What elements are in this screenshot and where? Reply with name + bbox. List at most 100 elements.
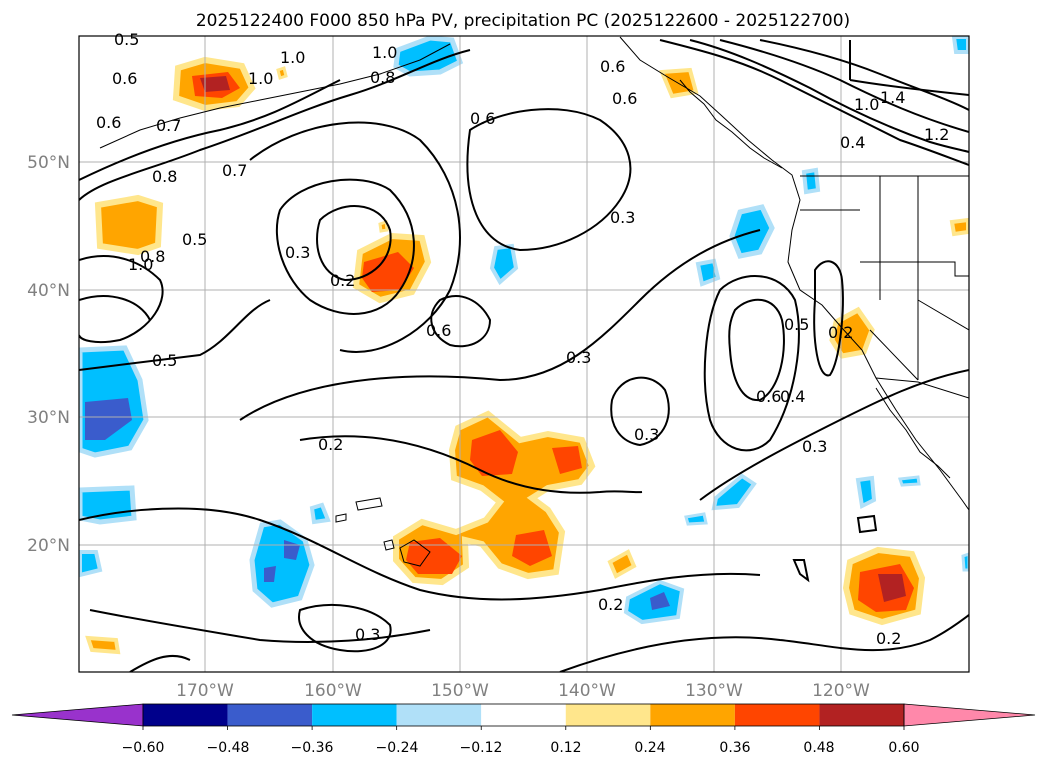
pv-contour (249, 121, 461, 353)
pv-contour (79, 295, 151, 321)
pv-contour (89, 609, 431, 643)
precip-blob-neg (961, 552, 969, 572)
colorbar-segment (396, 704, 482, 726)
border-us-mexico (875, 377, 969, 399)
lon-label: 170°W (176, 681, 234, 701)
contour-label: 0.5 (182, 230, 207, 249)
contour-label: 0.3 (355, 625, 380, 644)
pv-contour (275, 178, 415, 315)
precip-blob-pos-core (552, 446, 582, 474)
contour-label: 0.6 (426, 321, 451, 340)
lon-label: 140°W (558, 681, 616, 701)
hawaii-island (355, 497, 383, 511)
pv-contour (79, 255, 164, 344)
pv-contour (699, 369, 969, 501)
contour-labels: 0.5 0.6 1.0 1.0 1.0 0.8 0.6 0.7 0.6 0.6 … (96, 30, 949, 648)
pv-contour (728, 298, 785, 402)
longitude-labels: 170°W 160°W 150°W 140°W 130°W 120°W (176, 681, 870, 701)
colorbar-tick-label: −0.48 (207, 740, 250, 756)
pv-contour (79, 79, 341, 181)
lat-label: 40°N (27, 281, 70, 301)
contour-label: 0.7 (222, 161, 247, 180)
contour-label: 0.6 (112, 69, 137, 88)
colorbar-segment (312, 704, 397, 726)
lon-label: 130°W (685, 681, 743, 701)
hawaii-island (383, 539, 395, 551)
colorbar-extend-high (903, 703, 1036, 727)
contour-label: 0.2 (318, 435, 343, 454)
coastlines (99, 36, 969, 567)
contour-label: 1.0 (372, 43, 397, 62)
precip-negative-regions (79, 36, 969, 625)
precip-blob-neg (249, 519, 315, 608)
map-frame (78, 35, 970, 673)
contour-label: 0.2 (876, 629, 901, 648)
pv-contour (759, 39, 969, 111)
colorbar-tick-label: −0.12 (460, 740, 503, 756)
precip-blob-pos (94, 194, 164, 256)
colorbar-segment (734, 704, 820, 726)
colorbar-outline (142, 703, 905, 727)
contour-label: 0.5 (152, 351, 177, 370)
coast-islands-bc (679, 79, 783, 169)
precip-blob-pos (85, 635, 121, 655)
precip-blob-neg (801, 167, 821, 195)
pv-contour (719, 39, 969, 133)
precip-blob-pos (378, 219, 389, 233)
precip-blob-pos-core (470, 430, 518, 476)
lon-label: 150°W (431, 681, 489, 701)
precip-blob-neg (897, 475, 921, 487)
pv-contour (849, 40, 969, 96)
colorbar-tick-label: 0.60 (888, 740, 919, 756)
precip-blob-pos-core (878, 574, 906, 602)
precip-blob-neg (855, 475, 877, 510)
contour-label: 0.8 (370, 68, 395, 87)
pv-contour (299, 435, 643, 494)
lat-label: 50°N (27, 153, 70, 173)
precip-blob-pos-core (362, 252, 414, 292)
colorbar-segment (227, 704, 313, 726)
contour-label: 1.2 (924, 125, 949, 144)
contour-label: 0.2 (330, 271, 355, 290)
precip-blob-neg (309, 502, 331, 525)
precip-blob-neg-core (85, 398, 132, 440)
pv-contour (316, 205, 392, 282)
pv-contour (659, 39, 969, 166)
colorbar-segment (650, 704, 735, 726)
colorbar-tick-label: 0.36 (719, 740, 750, 756)
colorbar-segment (819, 704, 904, 726)
colorbar-tick-label: 0.12 (550, 740, 581, 756)
contour-label: 0.3 (802, 437, 827, 456)
colorbar-tick-label: 0.48 (803, 740, 834, 756)
colorbar-tick-labels: −0.60 −0.48 −0.36 −0.24 −0.12 0.12 0.24 … (122, 740, 920, 756)
contour-label: 0.5 (114, 30, 139, 49)
precip-blob-pos (276, 66, 288, 80)
coastline-north-america (619, 36, 969, 511)
pv-contour (79, 49, 471, 201)
contour-label: 0.6 (756, 387, 781, 406)
contour-label: 0.6 (470, 109, 495, 128)
pv-contour (298, 604, 392, 653)
pv-contour (79, 299, 271, 371)
precip-blob-pos (607, 549, 637, 579)
contour-label: 0.6 (600, 57, 625, 76)
contour-label: 0.3 (634, 425, 659, 444)
contour-label: 1.0 (128, 255, 153, 274)
contour-label: 0.6 (612, 89, 637, 108)
precip-blob-neg (684, 512, 708, 526)
pv-contour (610, 376, 670, 447)
contour-label: 0.2 (828, 323, 853, 342)
hawaii-island (335, 513, 347, 523)
contour-label: 0.4 (840, 133, 865, 152)
latitude-labels: 50°N 40°N 30°N 20°N (27, 153, 70, 556)
contour-label: 0.7 (156, 116, 181, 135)
pv-contours (79, 39, 969, 672)
lon-label: 160°W (304, 681, 362, 701)
colorbar-segment (481, 704, 566, 726)
contour-label: 0.3 (610, 208, 635, 227)
contour-label: 1.0 (248, 69, 273, 88)
colorbar-tick-label: −0.60 (122, 740, 165, 756)
contour-label: 0.6 (96, 113, 121, 132)
colorbar-tick-label: 0.24 (634, 740, 665, 756)
contour-label: 1.0 (854, 95, 879, 114)
